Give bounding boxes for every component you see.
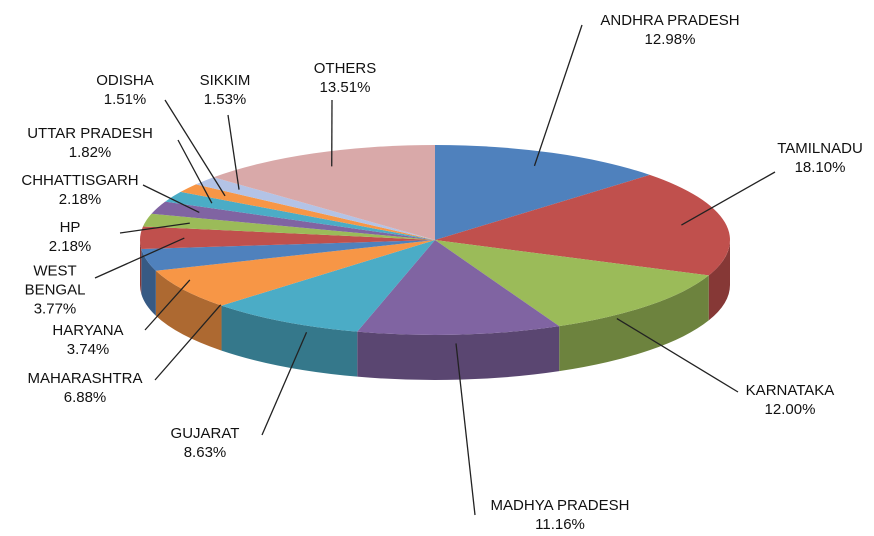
slice-side (559, 275, 709, 372)
leader-line (455, 343, 476, 516)
slice (139, 226, 435, 249)
category-label: SIKKIM (199, 72, 251, 89)
leader-line (142, 184, 200, 214)
slice-side (357, 326, 560, 380)
slice (155, 240, 435, 306)
leader-line (533, 24, 583, 167)
value-label: 13.51% (319, 79, 371, 96)
leader-line (154, 304, 222, 381)
slice (213, 145, 435, 240)
leader-line (261, 332, 308, 436)
value-label: 3.77% (33, 300, 77, 318)
leader-line (119, 222, 190, 234)
category-label: CHHATTISGARH (21, 172, 139, 189)
slice-label: TAMILNADU 18.10% (777, 139, 863, 177)
slice-label: UTTAR PRADESH 1.82% (27, 124, 153, 162)
slice (435, 240, 709, 327)
slice (142, 213, 435, 240)
leader-line (681, 171, 776, 226)
slice-label: MAHARASHTRA 6.88% (27, 369, 142, 407)
slice-side (155, 270, 222, 351)
slice-label: HARYANA 3.74% (52, 321, 123, 359)
slice-label: OTHERS 13.51% (314, 59, 377, 97)
slice (357, 240, 560, 335)
slice (180, 184, 435, 240)
slice-label: CHHATTISGARH 2.18% (21, 171, 138, 209)
leader-line (144, 279, 191, 331)
category-label: ODISHA (96, 72, 154, 89)
slice-side (141, 248, 156, 316)
slice-label: ODISHA 1.51% (96, 71, 154, 109)
value-label: 8.63% (183, 444, 227, 461)
value-label: 6.88% (63, 389, 107, 406)
value-label: 18.10% (794, 159, 846, 176)
slice-label: HP 2.18% (49, 218, 92, 256)
category-label: HP (59, 219, 81, 236)
leader-line (94, 237, 185, 279)
slice (141, 240, 435, 271)
slice-label: WEST BENGAL 3.77% (15, 262, 95, 319)
value-label: 1.53% (203, 91, 247, 108)
value-label: 3.74% (66, 341, 110, 358)
slice-label: GUJARAT 8.63% (171, 424, 240, 462)
slice-label: KARNATAKA 12.00% (746, 381, 835, 419)
slice-label: ANDHRA PRADESH 12.98% (600, 11, 739, 49)
leader-line (177, 139, 213, 204)
leader-line (616, 317, 739, 393)
category-label: GUJARAT (170, 425, 240, 442)
slice-side (140, 240, 142, 294)
value-label: 2.18% (48, 238, 92, 255)
slice (195, 177, 435, 240)
category-label: WEST BENGAL (24, 262, 86, 299)
slice (221, 240, 435, 332)
category-label: TAMILNADU (777, 140, 863, 157)
category-label: ANDHRA PRADESH (600, 12, 740, 29)
value-label: 12.00% (764, 401, 816, 418)
slice (435, 145, 650, 240)
value-label: 12.98% (644, 31, 696, 48)
leader-line (227, 114, 240, 190)
leader-line (164, 99, 226, 197)
category-label: MADHYA PRADESH (490, 497, 630, 514)
value-label: 1.82% (68, 144, 112, 161)
value-label: 11.16% (535, 516, 585, 533)
category-label: UTTAR PRADESH (27, 125, 153, 142)
category-label: KARNATAKA (745, 382, 835, 399)
slice (165, 191, 435, 240)
slice-label: SIKKIM 1.53% (200, 71, 251, 109)
slice (435, 174, 730, 276)
slice (151, 201, 436, 240)
slice-label: MADHYA PRADESH 11.16% (491, 496, 630, 534)
value-label: 2.18% (58, 191, 102, 208)
category-label: MAHARASHTRA (27, 370, 143, 387)
category-label: OTHERS (313, 60, 377, 77)
slice-side (221, 305, 358, 377)
slice-side (708, 240, 730, 321)
value-label: 1.51% (103, 91, 147, 108)
category-label: HARYANA (52, 322, 124, 339)
